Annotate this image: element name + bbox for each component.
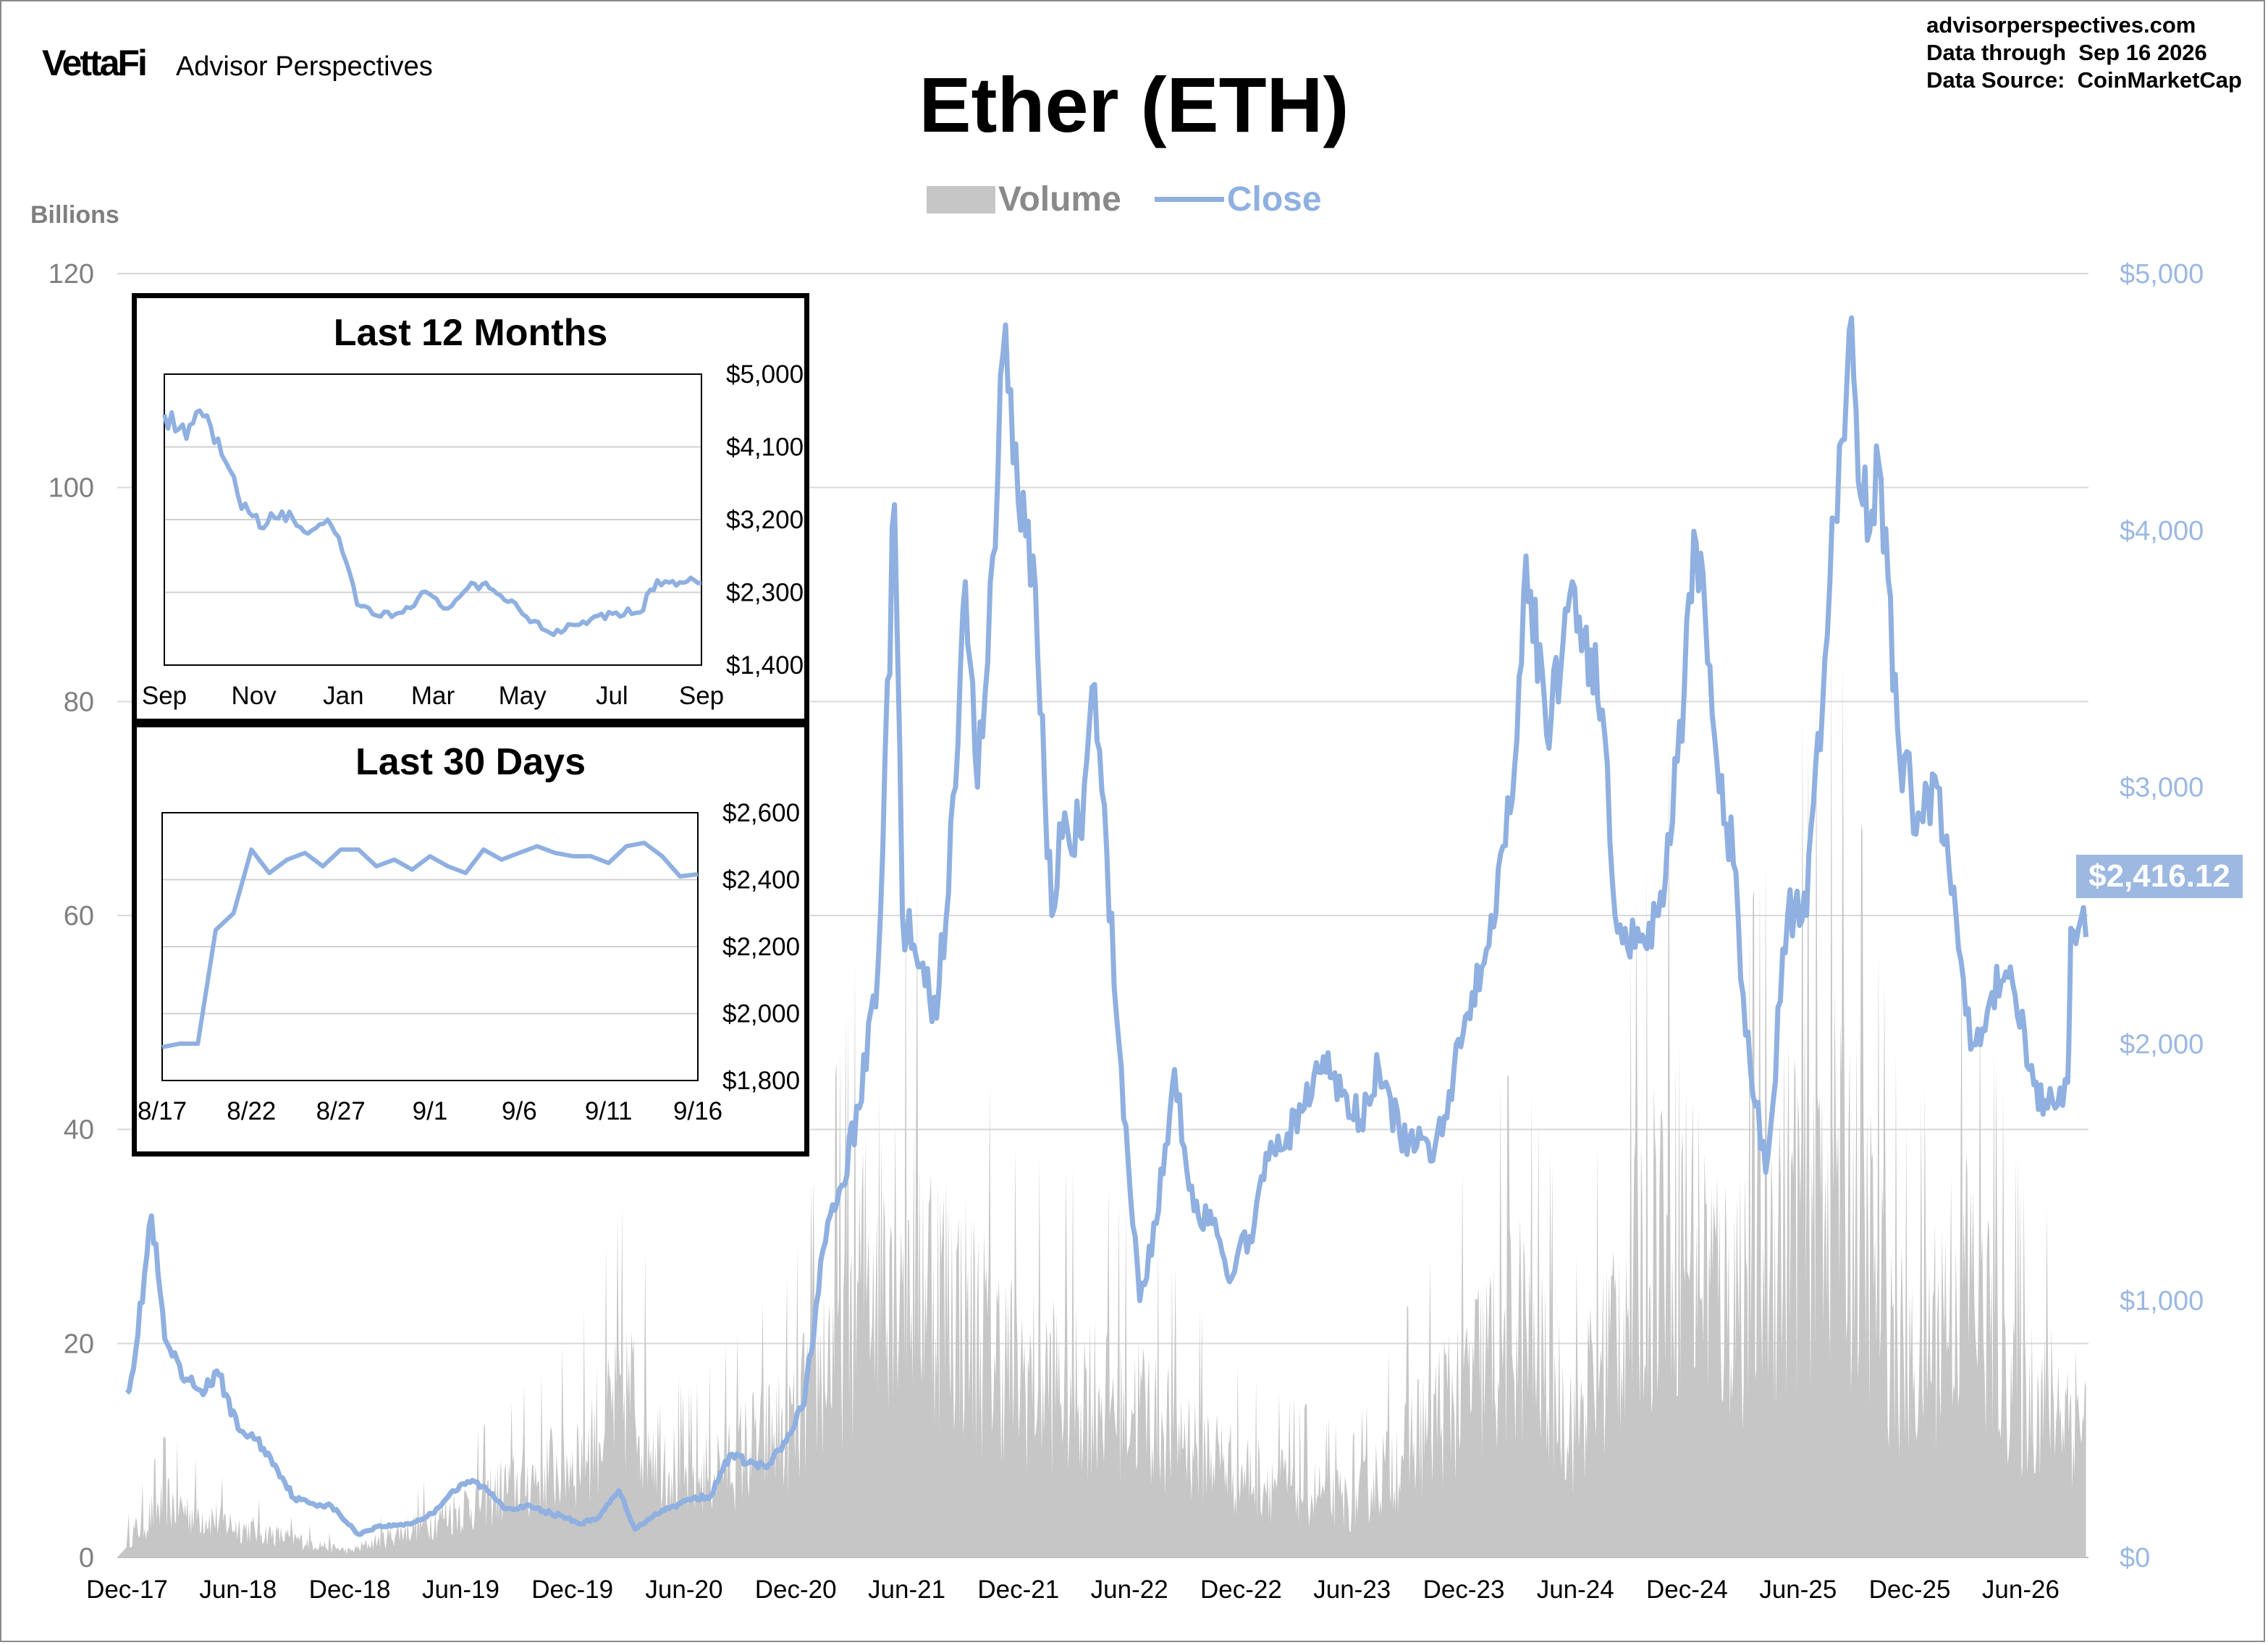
- x-axis-tick: Dec-24: [1646, 1576, 1728, 1604]
- inset-y-tick: $5,000: [726, 360, 804, 389]
- x-axis-tick: Jun-24: [1537, 1576, 1614, 1604]
- inset-x-tick: 9/11: [585, 1097, 633, 1125]
- x-axis-tick: Dec-17: [86, 1576, 168, 1604]
- brand-name: Advisor Perspectives: [175, 51, 433, 82]
- inset-x-tick: Sep: [679, 682, 724, 710]
- inset-plot-border: [164, 373, 702, 666]
- inset-title-30d: Last 30 Days: [355, 741, 586, 783]
- x-axis-tick: Jun-26: [1982, 1576, 2060, 1604]
- inset-x-tick: 8/27: [316, 1097, 366, 1125]
- x-axis-tick: Jun-23: [1313, 1576, 1391, 1604]
- legend-item-close: Close: [1154, 179, 1322, 219]
- inset-x-tick: Mar: [411, 682, 455, 710]
- right-axis-tick: $3,000: [2120, 773, 2204, 803]
- x-axis-tick: Jun-21: [868, 1576, 945, 1604]
- close-line: [125, 315, 2089, 1537]
- vettafi-logo: VettaFi: [42, 43, 148, 83]
- inset-x-tick: 9/1: [413, 1097, 448, 1125]
- source-info: advisorperspectives.com Data through Sep…: [1926, 12, 2242, 94]
- inset-x-tick: 9/16: [673, 1097, 722, 1125]
- x-axis-tick: Jun-22: [1091, 1576, 1168, 1604]
- source-site: advisorperspectives.com: [1926, 12, 2196, 38]
- left-axis-label: Billions: [30, 201, 119, 229]
- legend-swatch-close: [1154, 197, 1224, 202]
- left-axis-tick: 60: [64, 901, 94, 931]
- inset-x-tick: 8/17: [138, 1097, 187, 1125]
- left-axis-tick: 80: [64, 687, 94, 717]
- inset-close-line: [161, 840, 699, 1049]
- x-axis-tick: Dec-25: [1869, 1576, 1951, 1604]
- legend: Volume Close: [927, 179, 1355, 219]
- inset-x-tick: May: [499, 682, 547, 710]
- x-axis-tick: Dec-20: [755, 1576, 837, 1604]
- inset-last-12-months: Last 12 Months $1,400 $2,300 $3,200 $4,100 $…: [132, 293, 809, 724]
- inset-plot-border: [161, 812, 699, 1081]
- right-axis-tick: $5,000: [2120, 259, 2204, 289]
- axis-ticks: 0 20 40 60 80 100 120 $0 $1,000 $2,000 $3,000 $4,00…: [49, 259, 2204, 1604]
- x-axis-tick: Jun-18: [199, 1576, 277, 1604]
- inset-x-tick: Sep: [142, 682, 187, 710]
- inset-y-tick: $2,000: [722, 1000, 800, 1028]
- inset-y-tick: $1,800: [722, 1067, 800, 1095]
- legend-label-volume: Volume: [998, 180, 1121, 219]
- inset-y-tick: $2,300: [726, 579, 804, 607]
- inset-x-tick: 9/6: [502, 1097, 537, 1125]
- legend-label-close: Close: [1226, 180, 1322, 219]
- inset-title-12m: Last 12 Months: [333, 312, 608, 354]
- inset-30d-plot: $1,800 $2,000 $2,200 $2,400 $2,600 8/17 8/22 8/…: [138, 799, 800, 1125]
- x-axis-tick: Jun-20: [645, 1576, 722, 1604]
- right-axis-tick: $2,000: [2120, 1029, 2204, 1060]
- inset-y-tick: $1,400: [726, 651, 804, 680]
- left-axis-tick: 0: [79, 1543, 94, 1573]
- chart-title: Ether (ETH): [919, 61, 1349, 148]
- inset-12m-plot: $1,400 $2,300 $3,200 $4,100 $5,000 Sep Nov Jan M…: [142, 360, 804, 710]
- legend-item-volume: Volume: [927, 179, 1121, 219]
- volume-area: [117, 633, 2086, 1557]
- inset-x-tick: Jul: [596, 682, 628, 710]
- inset-last-30-days: Last 30 Days $1,800 $2,000 $2,200 $2,400 $2,…: [132, 722, 809, 1156]
- x-axis-tick: Dec-19: [531, 1576, 613, 1604]
- source-provider: Data Source: CoinMarketCap: [1926, 67, 2242, 93]
- inset-y-tick: $3,200: [726, 506, 804, 534]
- x-axis-tick: Dec-18: [309, 1576, 391, 1604]
- inset-close-line: [162, 408, 702, 638]
- x-axis-tick: Dec-22: [1200, 1576, 1282, 1604]
- left-axis-tick: 120: [49, 259, 94, 289]
- close-series: [125, 315, 2089, 1537]
- legend-swatch-volume: [927, 185, 995, 213]
- inset-y-tick: $2,600: [722, 799, 800, 827]
- x-axis-tick: Dec-21: [977, 1576, 1059, 1604]
- x-axis-tick: Jun-19: [422, 1576, 499, 1604]
- brand: VettaFi Advisor Perspectives: [42, 42, 433, 84]
- left-axis-tick: 20: [64, 1329, 94, 1359]
- left-axis-tick: 40: [64, 1115, 94, 1146]
- right-axis-tick: $0: [2120, 1543, 2150, 1573]
- volume-series: [117, 633, 2086, 1557]
- x-axis-tick: Dec-23: [1423, 1576, 1505, 1604]
- left-axis-tick: 100: [49, 473, 94, 504]
- source-date: Data through Sep 16 2026: [1926, 40, 2207, 65]
- inset-y-tick: $2,400: [722, 866, 800, 895]
- inset-x-tick: 8/22: [227, 1097, 276, 1125]
- x-axis-tick: Jun-25: [1759, 1576, 1837, 1604]
- inset-y-tick: $2,200: [722, 933, 800, 961]
- inset-x-tick: Jan: [323, 682, 363, 710]
- inset-y-tick: $4,100: [726, 434, 804, 462]
- last-close-badge: $2,416.12: [2076, 855, 2243, 898]
- right-axis-tick: $1,000: [2120, 1286, 2204, 1316]
- inset-x-tick: Nov: [232, 682, 277, 710]
- right-axis-tick: $4,000: [2120, 516, 2204, 546]
